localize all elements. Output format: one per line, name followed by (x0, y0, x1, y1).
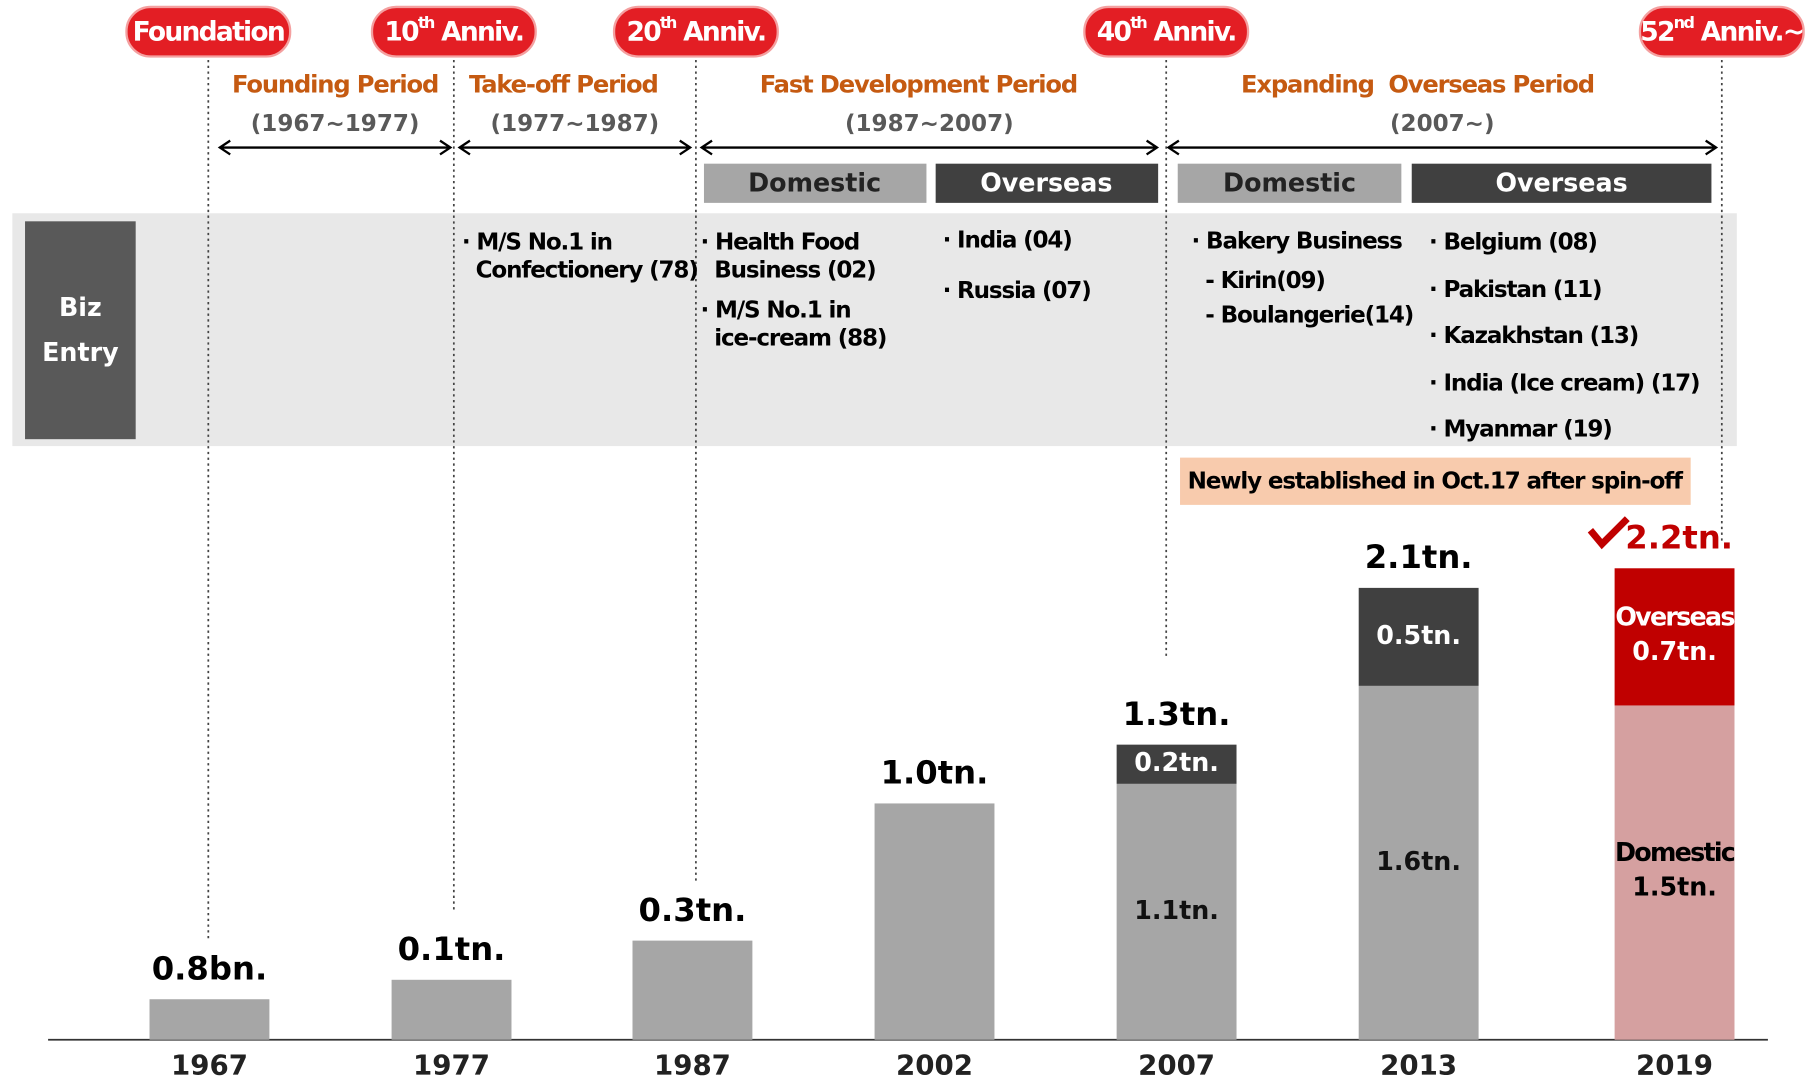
period-name: Founding Period (232, 70, 438, 98)
bar-segment (1116, 783, 1237, 1040)
milestone-suffix: nd (1674, 13, 1695, 32)
milestone-text: Anniv. (676, 16, 766, 47)
period-name: Expanding Overseas Period (1241, 70, 1594, 98)
period-years: (1967~1977) (251, 111, 420, 137)
segment-label: 0.5tn. (1376, 620, 1461, 650)
milestone-number: 40 (1097, 16, 1132, 47)
milestone-label: 52nd Anniv.~ (1640, 13, 1803, 47)
milestone-suffix: th (660, 13, 677, 32)
segment-label: 1.1tn. (1134, 895, 1219, 925)
bar-segment (632, 940, 753, 1040)
milestone-label: Foundation (133, 16, 284, 47)
total-label: 0.3tn. (639, 891, 747, 929)
milestone-suffix: th (418, 13, 435, 32)
segment-label: 0.2tn. (1134, 747, 1219, 777)
header-box (935, 163, 1159, 203)
milestone-number: 20 (627, 16, 662, 47)
x-tick-label: 1967 (171, 1048, 248, 1081)
biz-label-box (25, 221, 136, 440)
total-label: 2.1tn. (1365, 538, 1473, 576)
milestone-pill (125, 5, 292, 58)
biz-entry-item: Confectionery (78) (462, 257, 698, 283)
period-years: (2007~) (1390, 111, 1495, 137)
header-label: Domestic (1223, 167, 1356, 197)
bar-segment (149, 999, 270, 1040)
x-tick-label: 2019 (1636, 1048, 1713, 1081)
milestone-suffix: th (1130, 13, 1147, 32)
period-arrow (1166, 139, 1719, 156)
bar-segment (1614, 705, 1735, 1040)
total-label: 0.1tn. (398, 930, 506, 968)
header-box (1177, 163, 1402, 203)
header-box (703, 163, 927, 203)
total-label: 0.8bn. (152, 949, 267, 987)
header-label: Domestic (748, 167, 881, 197)
note: Newly established in Oct.17 after spin-o… (1188, 468, 1684, 494)
biz-entry-item: Business (02) (701, 257, 876, 283)
milestone-text: Anniv. (1146, 16, 1236, 47)
period-years: (1977~1987) (491, 111, 660, 137)
x-tick-label: 1977 (413, 1048, 490, 1081)
milestone-text: Anniv.~ (1693, 16, 1803, 47)
segment-label: 1.5tn. (1632, 872, 1717, 902)
x-tick-label: 2007 (1138, 1048, 1215, 1081)
bar-segment (391, 979, 512, 1040)
header-label: Overseas (980, 167, 1112, 197)
bar-segment (1116, 744, 1237, 784)
biz-entry-item: · Pakistan (11) (1429, 277, 1601, 303)
milestone-number: 52 (1640, 16, 1674, 47)
x-tick-label: 2013 (1380, 1048, 1457, 1081)
biz-entry-item: ice-cream (88) (701, 325, 887, 351)
milestone-pill (370, 5, 537, 58)
x-tick-label: 1987 (654, 1048, 731, 1081)
milestone-text: Foundation (133, 16, 284, 47)
period-name: Take-off Period (469, 70, 658, 98)
milestone-text: Anniv. (434, 16, 524, 47)
milestone-pill (1083, 5, 1250, 58)
biz-entry-item: · Russia (07) (943, 278, 1091, 304)
biz-entry-item: · Bakery Business (1192, 229, 1403, 255)
biz-entry-item: · Belgium (08) (1429, 230, 1597, 256)
biz-label: Entry (42, 337, 119, 367)
note-box (1180, 457, 1691, 505)
total-label: 1.0tn. (881, 754, 989, 792)
segment-label: 1.6tn. (1376, 846, 1461, 876)
biz-entry-item: · Myanmar (19) (1429, 416, 1612, 442)
bar-segment (874, 803, 995, 1040)
milestone-pill (1638, 5, 1805, 58)
segment-name: Domestic (1615, 837, 1735, 867)
segment-name: Overseas (1615, 601, 1734, 631)
header-box (1411, 163, 1712, 203)
biz-entry-item: · Kazakhstan (13) (1429, 323, 1638, 349)
period-arrow (457, 139, 693, 156)
biz-entry-item: · M/S No.1 in (701, 298, 851, 324)
period-arrow (217, 139, 453, 156)
header-label: Overseas (1495, 167, 1627, 197)
biz-entry-item: · India (Ice cream) (17) (1429, 370, 1699, 396)
bar-segment (1358, 685, 1479, 1040)
biz-band (12, 213, 1737, 447)
period-arrow (699, 139, 1160, 156)
period-name: Fast Development Period (760, 70, 1077, 98)
milestone-label: 20th Anniv. (627, 13, 766, 47)
bar-segment (1358, 587, 1479, 686)
milestone-label: 40th Anniv. (1097, 13, 1236, 47)
check-mark (1587, 516, 1630, 550)
biz-entry-item: · India (04) (943, 227, 1072, 253)
total-label: 2.2tn. (1625, 518, 1733, 556)
milestone-pill (612, 5, 779, 58)
period-years: (1987~2007) (845, 111, 1014, 137)
total-label: 1.3tn. (1123, 695, 1231, 733)
biz-entry-item: - Kirin(09) (1192, 268, 1325, 294)
x-tick-label: 2002 (896, 1048, 973, 1081)
biz-entry-item: - Boulangerie(14) (1192, 302, 1414, 328)
biz-entry-item: · M/S No.1 in (462, 230, 612, 256)
biz-label: Biz (59, 292, 102, 322)
segment-label: 0.7tn. (1632, 636, 1717, 666)
milestone-label: 10th Anniv. (384, 13, 523, 47)
bar-segment (1614, 568, 1735, 706)
biz-entry-item: · Health Food (701, 230, 860, 256)
milestone-number: 10 (384, 16, 419, 47)
